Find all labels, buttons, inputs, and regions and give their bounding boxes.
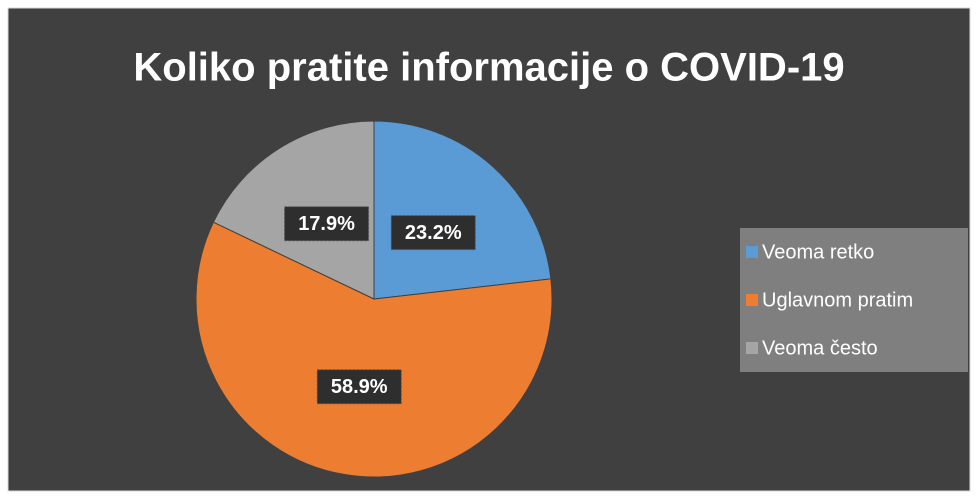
data-label-box [390, 215, 476, 251]
legend-label: Uglavnom pratim [762, 289, 913, 311]
legend-label: Veoma retko [762, 241, 874, 263]
legend-swatch [746, 342, 758, 354]
data-label: 17.9% [298, 213, 355, 235]
data-label: 23.2% [405, 222, 462, 244]
chart-title: Koliko pratite informacije o COVID-19 [133, 46, 844, 90]
data-label: 58.9% [331, 376, 388, 398]
legend-box [740, 228, 968, 372]
legend-label: Veoma često [762, 337, 878, 359]
pie-slice [373, 120, 552, 300]
data-label-box [316, 369, 402, 405]
data-label-box [284, 206, 370, 242]
legend-swatch [746, 246, 758, 258]
legend-swatch [746, 294, 758, 306]
pie-slice [195, 221, 553, 478]
